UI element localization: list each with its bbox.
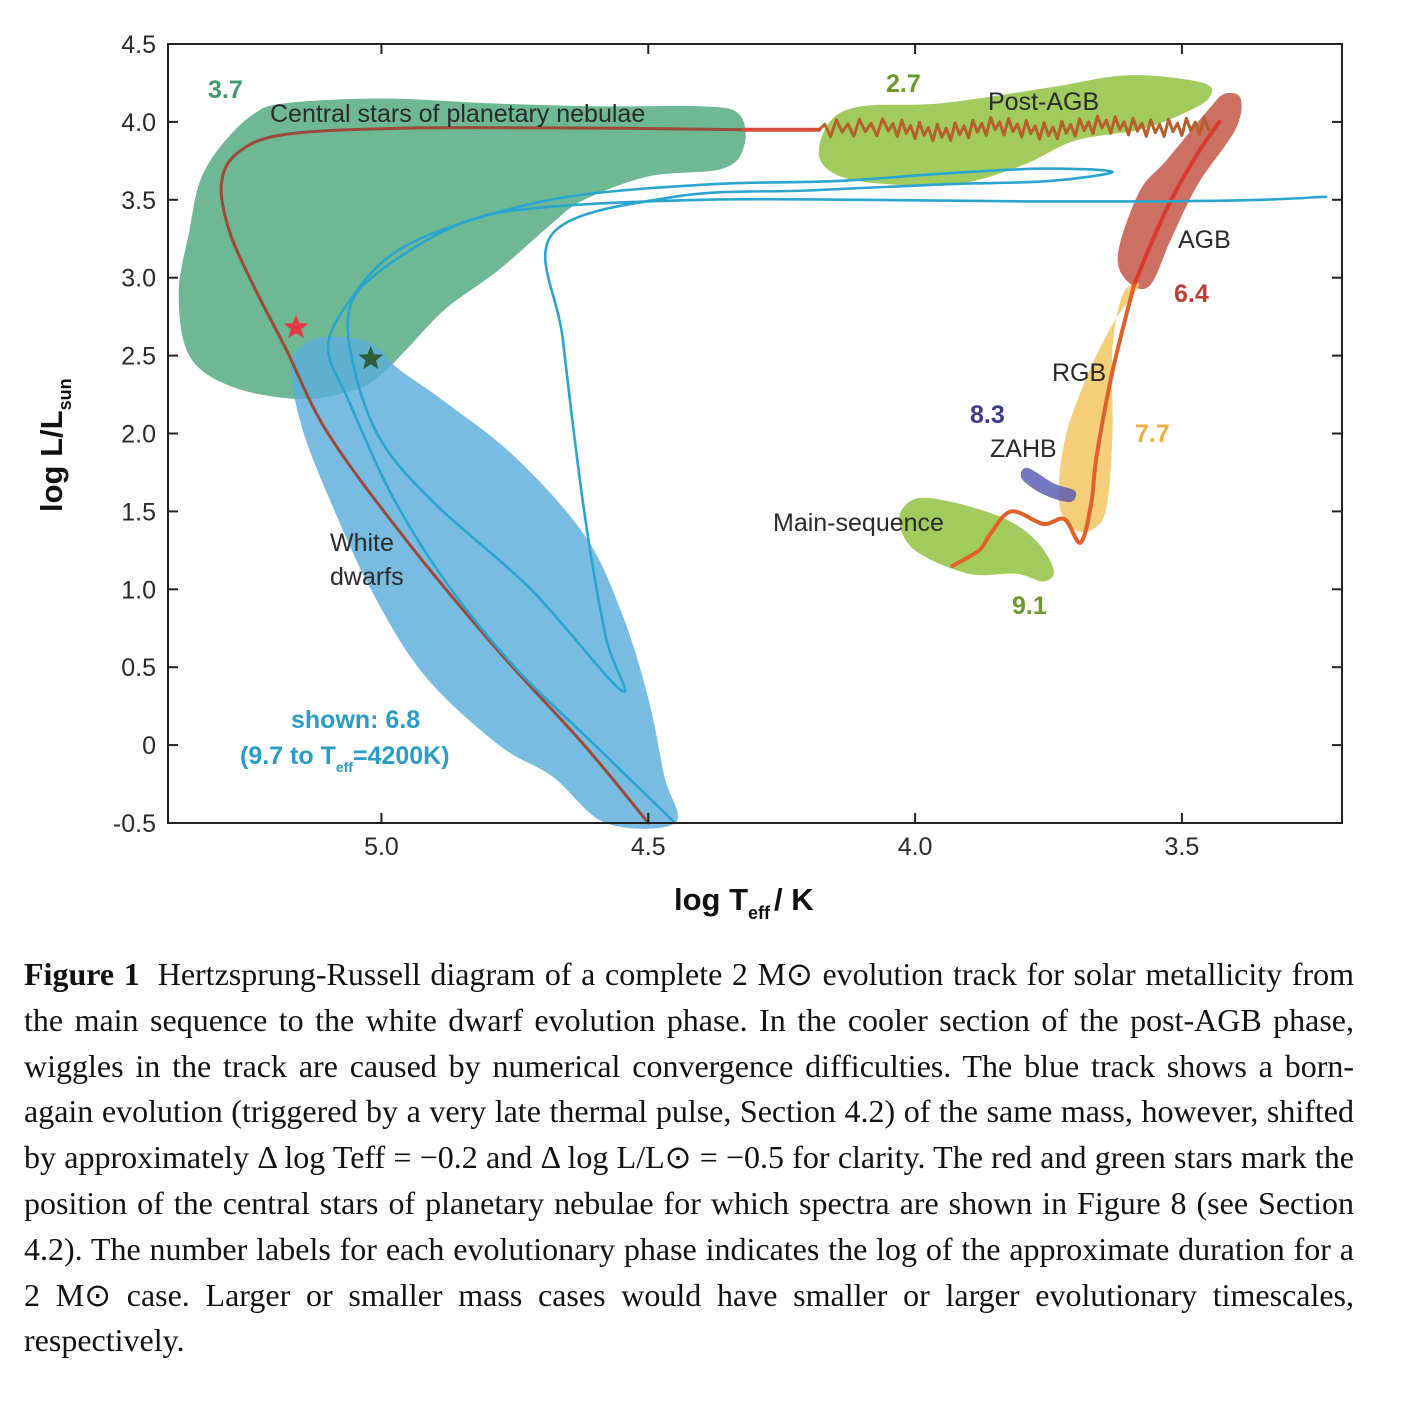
region-main-sequence <box>899 497 1054 582</box>
label-white-dwarfs-line2: dwarfs <box>330 563 404 591</box>
y-tick-label-0: 0 <box>142 732 156 760</box>
duration-cspn: 3.7 <box>208 76 243 104</box>
label-post-agb: Post-AGB <box>988 88 1099 116</box>
shown-duration-line2: (9.7 to Teff=4200K) <box>240 742 450 775</box>
track-born-again-track <box>326 167 1328 825</box>
hr-diagram: 5.0 4.5 4.0 3.5 4.5 4.0 3.5 3.0 2.5 2.0 1.5 1.0 0.5 0… <box>34 31 1343 923</box>
duration-post-agb: 2.7 <box>886 70 921 98</box>
y-tick-label-0-5: -0.5 <box>113 810 156 838</box>
y-axis-title-sub: sun <box>55 378 75 410</box>
region-white-dwarfs <box>290 336 679 829</box>
label-cspn: Central stars of planetary nebulae <box>270 100 645 128</box>
region-central-stars-of-planetary-nebulae <box>178 98 746 400</box>
duration-main-sequence: 9.1 <box>1012 592 1047 620</box>
shown-line2-start: (9.7 to T <box>240 742 336 770</box>
marker-green-star <box>358 345 384 370</box>
axis-ticks: 5.0 4.5 4.0 3.5 4.5 4.0 3.5 3.0 2.5 2.0 1.5 1.0 0.5 0… <box>113 31 1342 861</box>
evolution-tracks <box>219 114 1328 825</box>
caption-text: Hertzsprung-Russell diagram of a complet… <box>24 956 1355 1359</box>
y-tick-label-1-5: 1.5 <box>121 498 156 526</box>
duration-rgb: 7.7 <box>1135 420 1170 448</box>
shown-line2-end: =4200K) <box>353 742 450 770</box>
star-markers <box>283 314 384 370</box>
x-axis-title-main: log T <box>674 882 748 917</box>
track-2-msun-track <box>219 126 746 825</box>
label-agb: AGB <box>1178 226 1231 254</box>
x-axis-title: log Teff / K <box>674 882 814 923</box>
x-axis-title-sub: eff <box>748 903 771 923</box>
region-rgb <box>1058 282 1140 533</box>
y-axis-title: log L/Lsun <box>34 378 75 512</box>
region-zahb <box>1020 467 1077 503</box>
x-tick-label-5-0: 5.0 <box>364 833 399 861</box>
figure-caption: Figure 1 Hertzsprung-Russell diagram of a… <box>24 952 1354 1364</box>
y-tick-label-1-0: 1.0 <box>121 576 156 604</box>
region-post-agb <box>818 75 1213 186</box>
label-rgb: RGB <box>1052 359 1106 387</box>
label-main-sequence: Main-sequence <box>773 509 944 537</box>
track-rgb-track <box>950 283 1136 568</box>
y-axis-title-main: log L/L <box>34 410 69 512</box>
phase-regions <box>178 75 1242 829</box>
track-agb-track <box>1131 119 1222 288</box>
y-tick-label-2-0: 2.0 <box>121 421 156 449</box>
y-tick-label-3-5: 3.5 <box>121 187 156 215</box>
y-tick-label-4-0: 4.0 <box>121 109 156 137</box>
label-zahb: ZAHB <box>990 435 1057 463</box>
x-tick-label-3-5: 3.5 <box>1165 833 1200 861</box>
shown-duration-line1: shown: 6.8 <box>291 706 420 734</box>
y-tick-label-0-5: 0.5 <box>121 654 156 682</box>
x-axis-title-unit: / K <box>774 882 814 917</box>
region-agb <box>1117 92 1242 290</box>
caption-figure-label: Figure 1 <box>24 956 140 992</box>
marker-red-star <box>283 314 309 339</box>
shown-line2-sub: eff <box>336 759 353 775</box>
x-tick-label-4-0: 4.0 <box>898 833 933 861</box>
duration-zahb: 8.3 <box>970 401 1005 429</box>
label-white-dwarfs-line1: White <box>330 529 394 557</box>
track-post-agb-wiggles <box>817 114 1211 143</box>
y-tick-label-4-5: 4.5 <box>121 31 156 59</box>
x-tick-label-4-5: 4.5 <box>631 833 666 861</box>
y-tick-label-3-0: 3.0 <box>121 265 156 293</box>
y-tick-label-2-5: 2.5 <box>121 343 156 371</box>
duration-agb: 6.4 <box>1174 280 1209 308</box>
